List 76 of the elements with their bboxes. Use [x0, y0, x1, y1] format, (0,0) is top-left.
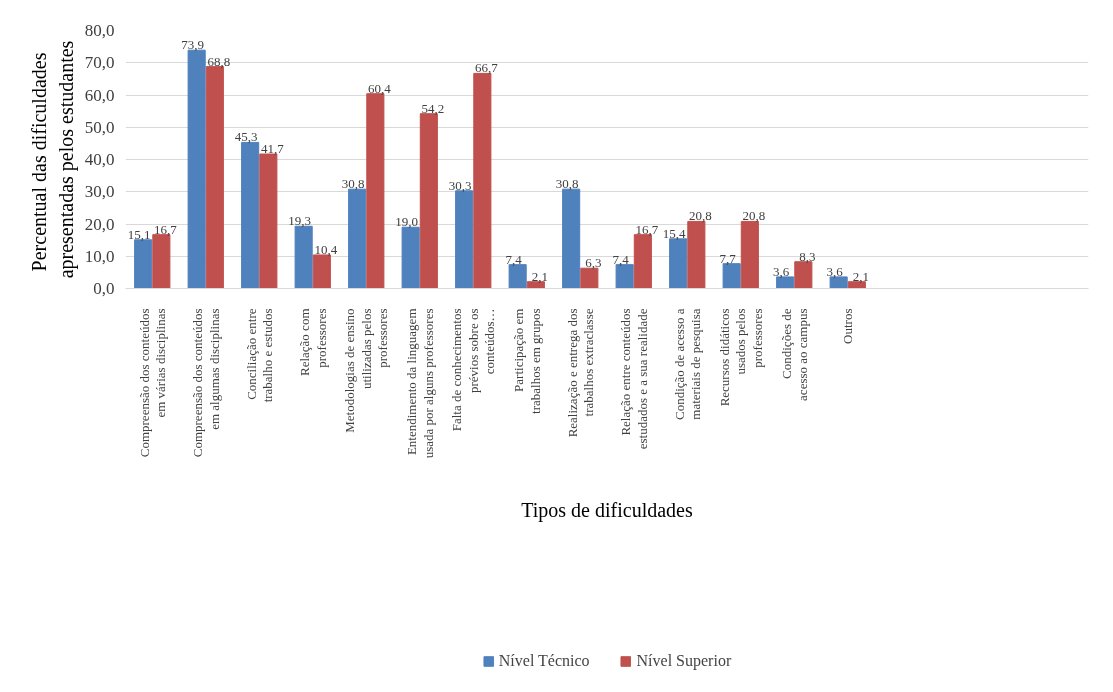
bar [526, 281, 545, 289]
bar [562, 188, 581, 289]
bar [508, 264, 527, 289]
bar [794, 261, 813, 289]
bar [455, 190, 474, 289]
y-tick-label: 0,0 [93, 279, 115, 298]
x-tick-label: Entendimento da linguagem usada por alguns professores [404, 308, 436, 459]
y-tick-label: 30,0 [84, 182, 115, 202]
bar [205, 66, 224, 289]
bar [669, 238, 688, 289]
data-label: 20,8 [742, 208, 766, 224]
data-label: 3,6 [773, 263, 790, 279]
data-label: 2,1 [531, 268, 548, 284]
x-tick-label: Outros [840, 308, 856, 344]
legend-label: Nível Técnico [498, 652, 590, 670]
y-tick-label: 40,0 [84, 150, 115, 169]
x-tick-label: Compreensão dos conteúdos em várias disciplinas [136, 308, 168, 458]
bar [829, 276, 848, 289]
data-label: 15,4 [662, 225, 687, 241]
bar [722, 263, 741, 289]
data-label: 15,1 [127, 226, 151, 242]
data-label: 73,9 [181, 37, 205, 53]
bar [294, 225, 313, 289]
bar [152, 234, 171, 289]
bar [580, 267, 599, 289]
x-tick-label: Falta de conhecimentos prévios sobre os conteúdos… [449, 308, 498, 432]
data-label: 30,8 [555, 176, 579, 192]
bar [633, 234, 652, 289]
data-label: 30,3 [448, 177, 472, 193]
bar [776, 276, 795, 289]
x-axis-title: Tipos de dificuldades [521, 498, 693, 522]
data-label: 60,4 [367, 80, 392, 96]
x-tick-label: Condição de acesso a materiais de pesquisa [671, 308, 703, 421]
bar [241, 141, 260, 289]
data-label: 16,7 [153, 221, 178, 237]
data-label: 19,3 [288, 213, 312, 229]
y-tick-label: 10,0 [84, 246, 115, 266]
data-label: 45,3 [234, 129, 258, 145]
data-label: 7,7 [719, 250, 737, 266]
data-label: 30,8 [341, 176, 365, 192]
bar [419, 113, 438, 289]
bar [615, 264, 634, 289]
y-axis-title: Percentual das dificuldades apresentadas pelos estudantes [28, 40, 78, 279]
y-tick-label: 20,0 [84, 214, 115, 234]
bar [847, 281, 866, 289]
y-tick-label: 50,0 [84, 117, 115, 137]
bar [312, 254, 331, 289]
bar [366, 93, 385, 289]
bar [187, 49, 206, 289]
data-label: 7,4 [612, 251, 630, 267]
data-label: 66,7 [474, 60, 499, 76]
data-label: 6,3 [585, 255, 602, 271]
bar [687, 220, 706, 289]
data-label: 19,0 [395, 214, 419, 230]
data-label: 54,2 [421, 100, 445, 116]
bar [740, 220, 759, 289]
data-label: 20,8 [688, 208, 712, 224]
data-label: 68,8 [207, 53, 231, 69]
y-tick-label: 60,0 [84, 85, 115, 105]
legend-label: Nível Superior [636, 652, 732, 670]
data-label: 41,7 [260, 141, 285, 157]
y-tick-label: 80,0 [84, 21, 115, 40]
data-label: 10,4 [314, 241, 338, 257]
data-label: 8,3 [799, 248, 816, 264]
data-label: 7,4 [505, 251, 523, 267]
y-tick-label: 70,0 [84, 53, 115, 73]
data-label: 2,1 [852, 268, 869, 284]
bar [401, 226, 420, 289]
data-label: 16,7 [635, 221, 659, 237]
bar [473, 72, 492, 289]
bar [134, 239, 153, 289]
bar [259, 153, 278, 289]
x-tick-label: Conciliação entre trabalho e estudos [243, 308, 275, 403]
bar [348, 188, 367, 289]
data-label: 3,6 [826, 263, 844, 279]
x-tick-label: Recursos didáticos usados pelos professores [716, 308, 765, 407]
